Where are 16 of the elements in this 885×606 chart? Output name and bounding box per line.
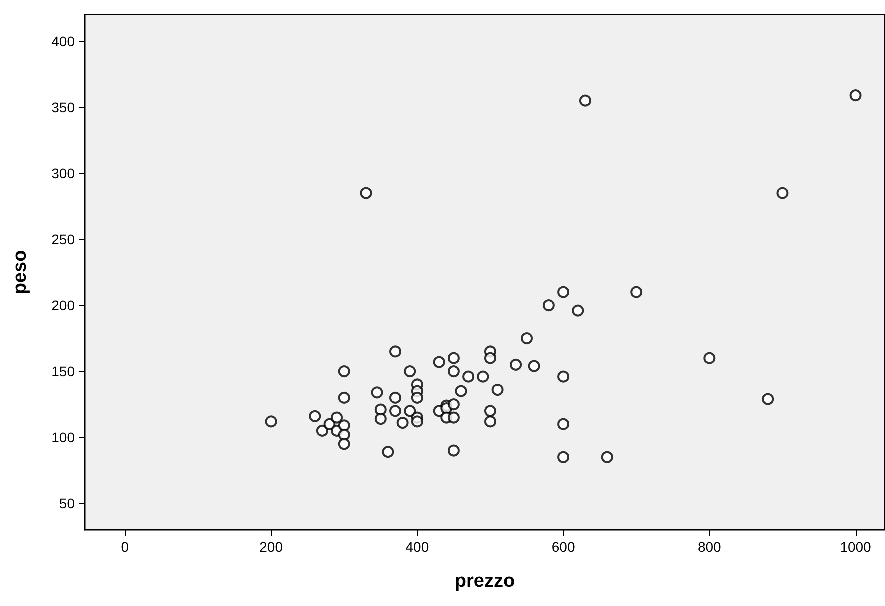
x-tick-label: 1000 — [840, 539, 872, 555]
y-tick-label: 400 — [52, 33, 76, 50]
x-axis-title: prezzo — [454, 571, 516, 592]
y-tick-label: 150 — [52, 364, 76, 380]
y-tick-label: 200 — [52, 298, 76, 314]
y-tick-label: 250 — [52, 231, 76, 248]
x-tick-label: 200 — [260, 539, 284, 555]
x-tick-label: 600 — [552, 539, 576, 555]
y-tick-label: 100 — [52, 430, 76, 446]
y-tick-label: 50 — [59, 496, 76, 512]
x-tick-label: 0 — [121, 539, 130, 555]
y-tick-label: 300 — [52, 165, 76, 182]
x-tick-label: 800 — [698, 539, 722, 555]
y-axis-title: peso — [10, 250, 31, 295]
y-tick-label: 350 — [52, 99, 76, 116]
x-tick-label: 400 — [406, 539, 430, 555]
